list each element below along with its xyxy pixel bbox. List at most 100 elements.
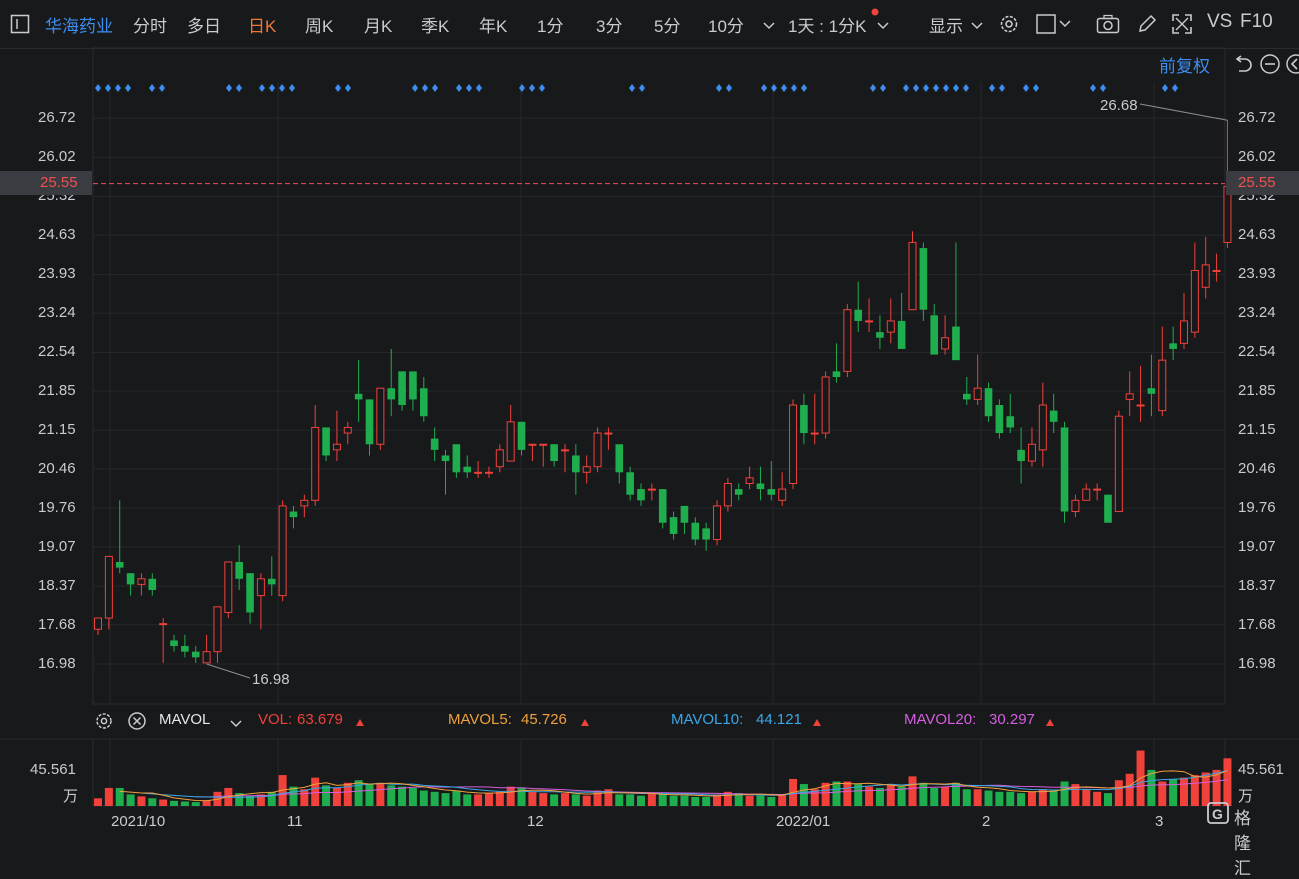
y-tick-label: 20.46	[1238, 459, 1276, 477]
tab-quarterly-k[interactable]: 季K	[421, 17, 450, 36]
volume-bar	[973, 789, 982, 806]
candle	[930, 304, 939, 355]
volume-bar	[984, 790, 993, 806]
chevron-down-icon[interactable]	[762, 18, 776, 36]
candle	[1104, 494, 1112, 523]
candle	[311, 405, 320, 506]
volume-bar	[897, 786, 906, 806]
candle	[289, 505, 298, 529]
scroll-left-icon[interactable]	[1285, 53, 1299, 80]
candle	[1006, 393, 1015, 434]
volume-bar	[343, 782, 352, 806]
chevron-down-icon[interactable]	[229, 716, 243, 734]
candle-body	[919, 248, 928, 310]
volume-bar	[256, 794, 265, 806]
y-tick-label: 19.07	[38, 537, 76, 555]
tab-3min[interactable]: 3分	[596, 17, 623, 36]
candle	[539, 443, 548, 467]
tab-yearly-k[interactable]: 年K	[479, 17, 508, 36]
candle-body	[756, 483, 765, 490]
volume-bar	[1114, 780, 1123, 806]
sidebar-toggle-icon[interactable]	[10, 14, 30, 39]
tab-10min[interactable]: 10分	[708, 17, 744, 36]
tab-intraday[interactable]: 分时	[133, 17, 167, 36]
volume-bar	[1212, 769, 1221, 806]
stock-name[interactable]: 华海药业	[45, 17, 113, 36]
candle-body	[332, 443, 341, 451]
candle	[691, 517, 700, 546]
volume-bar	[647, 793, 656, 806]
x-label-11: 11	[287, 813, 303, 830]
f10-button[interactable]: F10	[1240, 11, 1273, 32]
tab-weekly-k[interactable]: 周K	[305, 17, 334, 36]
tab-multiday[interactable]: 多日	[187, 17, 221, 36]
chevron-down-icon[interactable]	[876, 18, 890, 36]
display-menu[interactable]: 显示	[929, 17, 963, 36]
candle	[202, 634, 211, 664]
y-tick-label: 24.63	[1238, 226, 1276, 244]
event-marker	[95, 84, 101, 92]
event-marker	[1100, 84, 1106, 92]
candle-body	[376, 387, 385, 445]
zoom-out-icon[interactable]	[1259, 53, 1281, 80]
candlestick-chart[interactable]	[0, 0, 1299, 835]
volume-bar	[1158, 781, 1167, 806]
tab-monthly-k[interactable]: 月K	[364, 17, 393, 36]
candle	[658, 489, 667, 529]
candle	[343, 421, 352, 445]
candle-body	[1158, 359, 1167, 412]
event-marker	[870, 84, 876, 92]
y-tick-label: 22.54	[38, 343, 76, 361]
gear-icon[interactable]	[94, 711, 114, 736]
mavol10-up-arrow	[812, 715, 822, 732]
candle	[919, 242, 928, 321]
volume-bar	[180, 801, 189, 806]
candle-body	[1212, 269, 1221, 272]
close-icon[interactable]	[127, 711, 147, 736]
tab-1min[interactable]: 1分	[537, 17, 564, 36]
y-tick-label: 19.76	[38, 499, 76, 517]
layout-icon[interactable]	[1036, 14, 1072, 39]
candle	[267, 556, 276, 596]
tab-5min[interactable]: 5分	[654, 17, 681, 36]
x-label-2021-10: 2021/10	[111, 813, 166, 830]
candle-body	[550, 444, 558, 462]
price-adjust-selector[interactable]: 前复权	[1159, 57, 1210, 76]
candle	[300, 494, 309, 518]
y-tick-label: 20.46	[38, 459, 76, 477]
notification-dot	[871, 3, 879, 21]
volume-bar	[767, 796, 776, 806]
candle-body	[1180, 320, 1188, 344]
candle	[995, 399, 1004, 439]
candle-body	[778, 488, 787, 501]
candle	[756, 466, 765, 501]
candle-body	[94, 617, 102, 630]
candle-body	[463, 466, 472, 473]
vs-button[interactable]: VS	[1207, 11, 1233, 32]
chevron-down-icon[interactable]	[970, 18, 984, 36]
pen-icon[interactable]	[1136, 13, 1158, 40]
candle-body	[745, 477, 754, 484]
fullscreen-icon[interactable]	[1171, 13, 1193, 40]
y-tick-label: 21.15	[38, 421, 76, 439]
x-label-2: 2	[982, 813, 991, 830]
event-marker	[456, 84, 462, 92]
volume-bar	[517, 787, 526, 806]
indicator-name[interactable]: MAVOL	[159, 711, 211, 728]
candle	[821, 371, 830, 439]
volume-bar	[1071, 784, 1080, 806]
event-marker	[159, 84, 165, 92]
candle	[159, 618, 168, 663]
period-selector[interactable]: 1天 : 1分K	[788, 17, 867, 36]
candle-body	[984, 388, 993, 417]
event-marker	[629, 84, 635, 92]
camera-icon[interactable]	[1096, 14, 1120, 39]
volume-bar	[865, 786, 874, 806]
undo-icon[interactable]	[1232, 54, 1254, 79]
tab-daily-k[interactable]: 日K	[248, 17, 277, 36]
gear-icon[interactable]	[998, 13, 1020, 40]
event-marker	[519, 84, 525, 92]
volume-bar	[191, 802, 200, 806]
candle	[572, 444, 580, 495]
candle	[1169, 326, 1177, 361]
